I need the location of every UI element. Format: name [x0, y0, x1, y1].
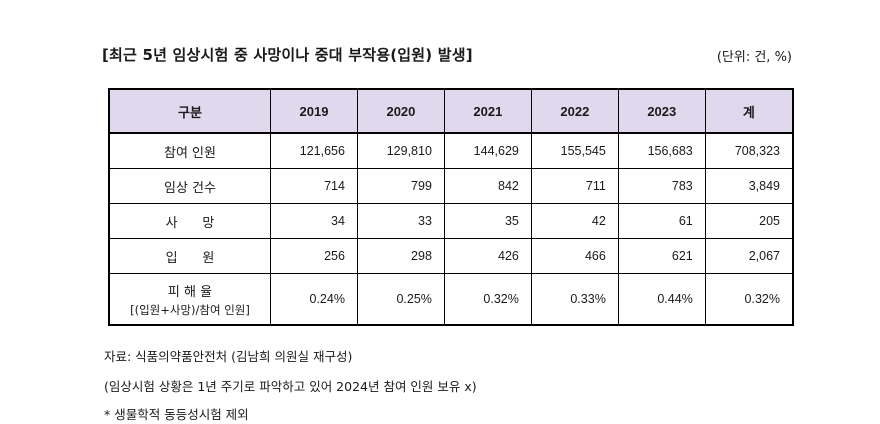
table-row: 피 해 율 [(입원+사망)/참여 인원] 0.24% 0.25% 0.32% … — [108, 273, 794, 326]
unit-label: (단위: 건, %) — [716, 50, 792, 65]
table-cell: 0.33% — [530, 273, 619, 326]
header-total: 계 — [704, 88, 794, 134]
table-row: 입 원 256 298 426 466 621 2,067 — [108, 238, 794, 274]
table-cell: 426 — [443, 238, 532, 274]
table-cell: 61 — [617, 203, 706, 239]
table-cell: 121,656 — [270, 132, 358, 169]
row-label-participants: 참여 인원 — [108, 132, 271, 169]
header-category: 구분 — [108, 88, 271, 134]
table-row: 임상 건수 714 799 842 711 783 3,849 — [108, 168, 794, 204]
row-label-hospitalizations: 입 원 — [108, 238, 271, 274]
table-row: 사 망 34 33 35 42 61 205 — [108, 203, 794, 239]
table-row: 참여 인원 121,656 129,810 144,629 155,545 15… — [108, 132, 794, 169]
header-row: 구분 2019 2020 2021 2022 2023 계 — [108, 88, 794, 134]
row-label-damage-rate: 피 해 율 [(입원+사망)/참여 인원] — [108, 273, 271, 326]
table-cell: 466 — [530, 238, 619, 274]
table-cell: 799 — [356, 168, 445, 204]
table-cell: 155,545 — [530, 132, 619, 169]
table-cell: 711 — [530, 168, 619, 204]
damage-rate-formula: [(입원+사망)/참여 인원] — [130, 302, 250, 317]
header-2023: 2023 — [617, 88, 706, 134]
exclusion-note: * 생물학적 동등성시험 제외 — [104, 407, 249, 422]
table-cell: 35 — [443, 203, 532, 239]
table-cell: 0.24% — [270, 273, 358, 326]
table-cell: 842 — [443, 168, 532, 204]
table-cell: 42 — [530, 203, 619, 239]
source-note: 자료: 식품의약품안전처 (김남희 의원실 재구성) — [104, 349, 353, 364]
table-cell: 298 — [356, 238, 445, 274]
table-title: [최근 5년 임상시험 중 사망이나 중대 부작용(입원) 발생] — [102, 46, 473, 64]
table-cell: 34 — [270, 203, 358, 239]
header-2022: 2022 — [530, 88, 619, 134]
header-2020: 2020 — [356, 88, 445, 134]
table-cell: 144,629 — [443, 132, 532, 169]
table-cell: 156,683 — [617, 132, 706, 169]
data-table: 구분 2019 2020 2021 2022 2023 계 참여 인원 121,… — [108, 88, 794, 326]
damage-rate-label: 피 해 율 — [167, 284, 213, 300]
table-cell: 129,810 — [356, 132, 445, 169]
table-cell: 0.44% — [617, 273, 706, 326]
table-cell: 0.32% — [704, 273, 794, 326]
table-cell: 0.32% — [443, 273, 532, 326]
row-label-deaths: 사 망 — [108, 203, 271, 239]
table-cell: 2,067 — [704, 238, 794, 274]
table-cell: 33 — [356, 203, 445, 239]
period-note: (임상시험 상황은 1년 주기로 파악하고 있어 2024년 참여 인원 보유 … — [104, 379, 477, 394]
table-cell: 714 — [270, 168, 358, 204]
table-cell: 256 — [270, 238, 358, 274]
table-cell: 205 — [704, 203, 794, 239]
table-cell: 0.25% — [356, 273, 445, 326]
table-cell: 3,849 — [704, 168, 794, 204]
table-cell: 708,323 — [704, 132, 794, 169]
header-2019: 2019 — [270, 88, 358, 134]
table-cell: 621 — [617, 238, 706, 274]
table-cell: 783 — [617, 168, 706, 204]
header-2021: 2021 — [443, 88, 532, 134]
row-label-trials: 임상 건수 — [108, 168, 271, 204]
